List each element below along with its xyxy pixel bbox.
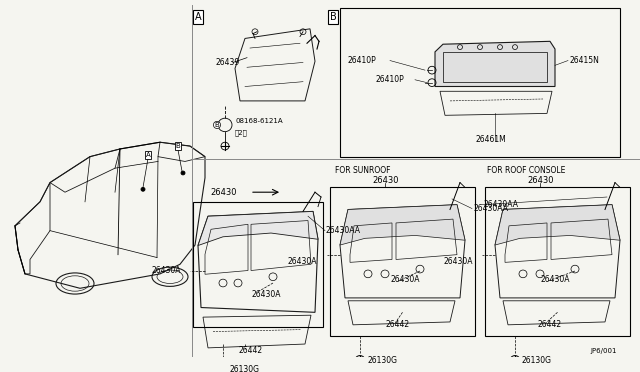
Bar <box>485 187 630 336</box>
Text: 26430: 26430 <box>527 176 554 185</box>
Bar <box>193 202 323 327</box>
Text: 26430A: 26430A <box>252 289 281 299</box>
Text: A: A <box>195 12 202 22</box>
Text: 26442: 26442 <box>385 320 409 329</box>
Text: 26461M: 26461M <box>475 135 506 144</box>
Text: 26430AA: 26430AA <box>483 200 518 209</box>
Text: 26410P: 26410P <box>348 56 377 65</box>
Text: 26430A: 26430A <box>443 257 472 266</box>
Polygon shape <box>198 211 318 246</box>
Text: B: B <box>330 12 337 22</box>
Text: 26430A: 26430A <box>391 275 420 284</box>
Text: B: B <box>214 122 220 128</box>
Text: 08168-6121A: 08168-6121A <box>235 118 283 124</box>
Text: A: A <box>146 152 150 158</box>
Text: 26430: 26430 <box>372 176 399 185</box>
Text: 26430: 26430 <box>210 188 237 197</box>
Text: 26430AA: 26430AA <box>326 226 361 235</box>
Bar <box>330 187 475 336</box>
Bar <box>340 8 620 157</box>
Text: FOR ROOF CONSOLE: FOR ROOF CONSOLE <box>487 166 565 174</box>
Polygon shape <box>435 41 555 86</box>
Text: JP6/001: JP6/001 <box>590 348 616 354</box>
Text: 26430A: 26430A <box>540 275 570 284</box>
Text: 26130G: 26130G <box>367 356 397 365</box>
Ellipse shape <box>181 171 185 175</box>
Text: 26130G: 26130G <box>522 356 552 365</box>
Text: 26430A: 26430A <box>288 257 317 266</box>
Text: 26430A: 26430A <box>151 266 180 275</box>
Polygon shape <box>340 205 465 245</box>
Text: 26442: 26442 <box>239 346 262 355</box>
Text: （2）: （2） <box>235 129 248 136</box>
Text: B: B <box>175 143 180 149</box>
Polygon shape <box>495 205 620 245</box>
Text: 26130G: 26130G <box>230 365 260 372</box>
Text: 26415N: 26415N <box>570 56 600 65</box>
Ellipse shape <box>141 187 145 191</box>
Bar <box>443 52 547 82</box>
Text: 26439: 26439 <box>215 58 239 67</box>
Text: FOR SUNROOF: FOR SUNROOF <box>335 166 390 174</box>
Text: 26410P: 26410P <box>375 75 404 84</box>
Text: 26442: 26442 <box>537 320 561 329</box>
Text: 26430AA: 26430AA <box>473 204 508 213</box>
